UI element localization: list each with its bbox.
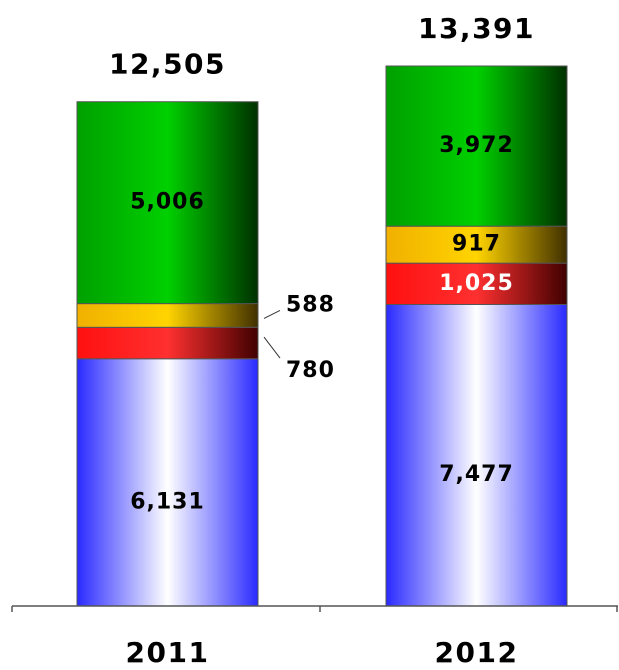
bar-segment [76,101,259,305]
leader-line [263,310,281,319]
bars-layer [76,65,568,607]
bar-segment [76,326,259,360]
labels-layer: 6,131 780 588 5,006 12,505 2011 7,477 1,025 917 3… [109,12,535,669]
data-label: 917 [452,232,501,257]
x-axis [11,605,618,612]
total-label: 13,391 [418,12,535,45]
total-label: 12,505 [109,48,226,81]
data-label: 6,131 [130,489,205,514]
data-label: 1,025 [439,271,514,296]
data-label: 780 [286,358,335,383]
bar-segment [385,65,568,227]
x-tick-label: 2012 [435,636,519,669]
bar-segment [385,225,568,264]
data-label: 3,972 [439,133,514,158]
bar-segment [76,358,259,607]
bar-segment [385,303,568,607]
leader-line [263,336,281,359]
data-label: 5,006 [130,190,205,215]
data-label: 7,477 [439,462,514,487]
bar-segment [76,303,259,328]
bar-segment [385,262,568,305]
data-label: 588 [286,292,335,317]
x-tick-label: 2011 [126,636,210,669]
